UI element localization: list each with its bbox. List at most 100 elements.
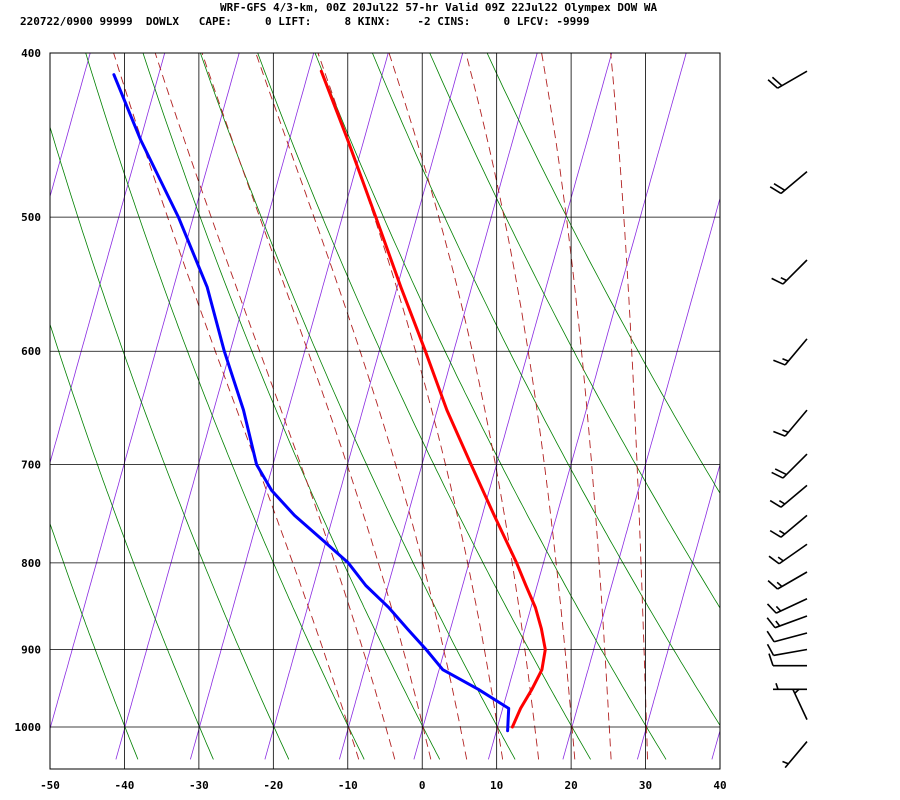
barb-staff xyxy=(780,484,808,508)
barb-feather xyxy=(768,653,774,666)
dry-adiabat-line xyxy=(50,522,139,760)
wind-barb xyxy=(769,514,808,538)
barb-staff xyxy=(784,741,808,769)
barb-staff xyxy=(778,543,808,565)
y-tick-label: 500 xyxy=(21,211,41,224)
dewpoint-profile-line xyxy=(112,73,511,733)
x-tick-label: -20 xyxy=(263,779,283,792)
barb-feather xyxy=(771,76,783,87)
isotherm-line xyxy=(339,53,538,760)
barb-staff xyxy=(773,632,808,643)
wind-barb xyxy=(791,688,808,720)
x-tick-label: 40 xyxy=(713,779,726,792)
barb-staff xyxy=(775,598,808,614)
stability-indices: 220722/0900 99999 DOWLX CAPE: 0 LIFT: 8 … xyxy=(20,15,590,28)
moist-adiabat-line xyxy=(113,53,360,760)
barb-staff xyxy=(777,70,808,89)
background-lines xyxy=(0,44,720,760)
barb-staff xyxy=(777,571,808,590)
barb-staff xyxy=(774,615,808,629)
barb-half-feather xyxy=(778,530,786,535)
isotherm-line xyxy=(413,53,613,760)
grid xyxy=(49,52,721,770)
wind-barb xyxy=(773,683,807,691)
isotherm-line xyxy=(562,196,720,760)
isotherm-line xyxy=(264,53,464,760)
barb-feather xyxy=(773,359,786,366)
barb-feather xyxy=(769,499,782,508)
barb-feather xyxy=(766,603,777,614)
moist-adiabat-line xyxy=(154,53,396,760)
dry-adiabat-line xyxy=(314,53,667,760)
x-tick-label: 20 xyxy=(564,779,577,792)
barb-feather xyxy=(773,430,786,437)
barb-half-feather xyxy=(775,683,779,690)
barb-staff xyxy=(782,453,808,479)
barb-feather xyxy=(773,182,786,191)
wind-barb xyxy=(768,543,808,565)
barb-staff xyxy=(784,409,808,437)
profiles xyxy=(112,69,547,733)
isotherm-line xyxy=(0,44,18,760)
barb-feather xyxy=(769,186,782,195)
moist-adiabat-line xyxy=(388,53,540,760)
isotherm-line xyxy=(115,53,315,760)
chart-title: WRF-GFS 4/3-km, 00Z 20Jul22 57-hr Valid … xyxy=(220,1,658,14)
plot-frame xyxy=(49,52,721,770)
moist-adiabat-line xyxy=(317,53,504,760)
barb-staff xyxy=(780,171,808,195)
barb-half-feather xyxy=(775,605,782,612)
dry-adiabat-line xyxy=(142,53,441,760)
barb-feather xyxy=(767,580,779,590)
dry-adiabat-line xyxy=(371,53,720,727)
wind-barb xyxy=(768,653,807,667)
wind-barb xyxy=(771,259,808,285)
dry-adiabat-line xyxy=(257,53,591,760)
y-tick-label: 600 xyxy=(21,345,41,358)
barb-feather xyxy=(768,555,780,565)
wind-barb xyxy=(766,630,808,643)
isotherm-line xyxy=(711,729,720,760)
dry-adiabat-line xyxy=(199,53,516,760)
wind-barb xyxy=(766,643,808,657)
temperature-profile-line xyxy=(319,69,547,729)
isotherm-line xyxy=(50,53,166,465)
barb-half-feather xyxy=(782,760,789,765)
moist-adiabat-line xyxy=(465,53,576,760)
dry-adiabat-line xyxy=(50,323,214,760)
barb-staff xyxy=(782,259,808,285)
barb-feather xyxy=(771,277,784,285)
barb-feather xyxy=(774,468,787,476)
axes: -50 -40 -30 -20 -10 0 10 20 30 40 400 500 600 700 800 9… xyxy=(15,47,727,792)
barb-feather xyxy=(766,643,775,656)
isotherm-line xyxy=(637,463,720,760)
y-tick-label: 400 xyxy=(21,47,41,60)
y-tick-label: 700 xyxy=(21,459,41,472)
wind-barb xyxy=(769,484,808,508)
x-tick-label: -50 xyxy=(40,779,60,792)
wind-barb xyxy=(766,615,808,629)
x-tick-label: -30 xyxy=(189,779,209,792)
dry-adiabat-line xyxy=(85,53,365,760)
barb-half-feather xyxy=(780,276,787,282)
wind-barb xyxy=(766,598,808,614)
barb-feather xyxy=(769,529,782,538)
isotherm-line xyxy=(50,53,240,731)
moist-adiabat-line xyxy=(610,53,648,760)
wind-barb xyxy=(771,453,808,479)
barb-staff xyxy=(791,688,808,720)
moist-adiabat-line xyxy=(255,53,468,760)
moist-adiabat-line xyxy=(541,53,612,760)
wind-barb xyxy=(773,409,808,437)
barb-half-feather xyxy=(778,500,786,505)
x-tick-label: -40 xyxy=(115,779,135,792)
dry-adiabat-line xyxy=(429,53,720,609)
x-tick-label: 0 xyxy=(419,779,426,792)
isotherm-line xyxy=(50,53,91,199)
barb-staff xyxy=(773,648,808,657)
barb-staff xyxy=(784,338,808,366)
wind-barb xyxy=(767,571,808,590)
wind-barb xyxy=(769,171,808,195)
moist-adiabat-line xyxy=(201,53,432,760)
